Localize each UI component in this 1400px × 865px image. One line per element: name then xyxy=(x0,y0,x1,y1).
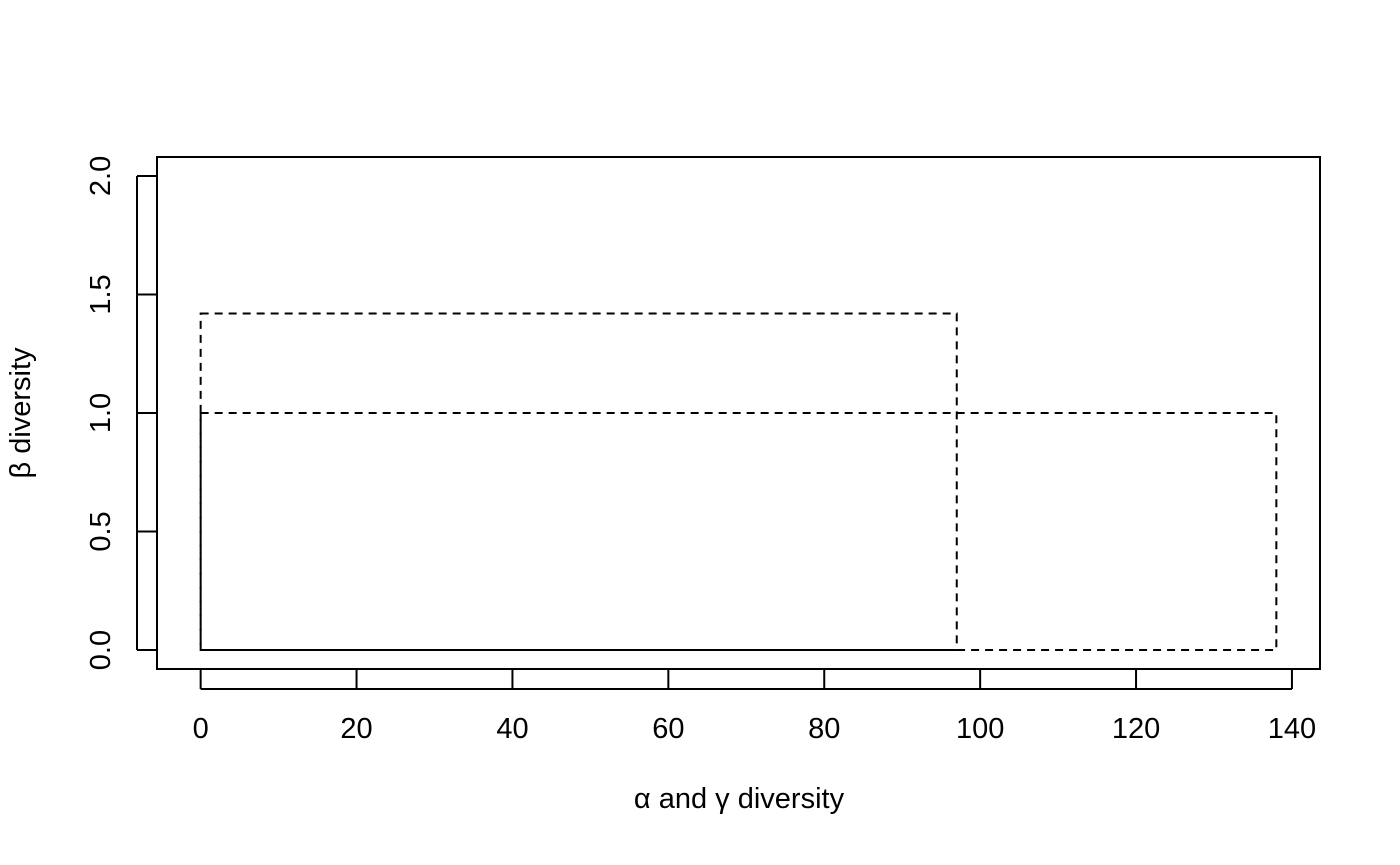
y-axis: 0.0 0.5 1.0 1.5 2.0 xyxy=(85,156,157,670)
x-tick-label: 120 xyxy=(1112,713,1160,745)
y-tick-label: 2.0 xyxy=(85,156,117,196)
x-axis: 0 20 40 60 80 100 120 140 xyxy=(193,669,1316,745)
x-tick-label: 0 xyxy=(193,713,209,745)
y-tick-label: 0.0 xyxy=(85,630,117,670)
x-tick-label: 40 xyxy=(496,713,528,745)
x-tick-label: 20 xyxy=(340,713,372,745)
x-axis-title: α and γ diversity xyxy=(634,783,845,815)
x-tick-label: 60 xyxy=(652,713,684,745)
x-tick-label: 80 xyxy=(808,713,840,745)
rectangle-2 xyxy=(199,412,1278,652)
y-tick-label: 1.0 xyxy=(85,393,117,433)
x-tick-label: 140 xyxy=(1268,713,1316,745)
y-tick-label: 0.5 xyxy=(85,511,117,551)
rectangles xyxy=(199,312,1278,652)
rectangle-1 xyxy=(199,312,958,652)
y-axis-title: β diversity xyxy=(5,347,37,479)
y-tick-label: 1.5 xyxy=(85,274,117,314)
x-tick-label: 100 xyxy=(956,713,1004,745)
